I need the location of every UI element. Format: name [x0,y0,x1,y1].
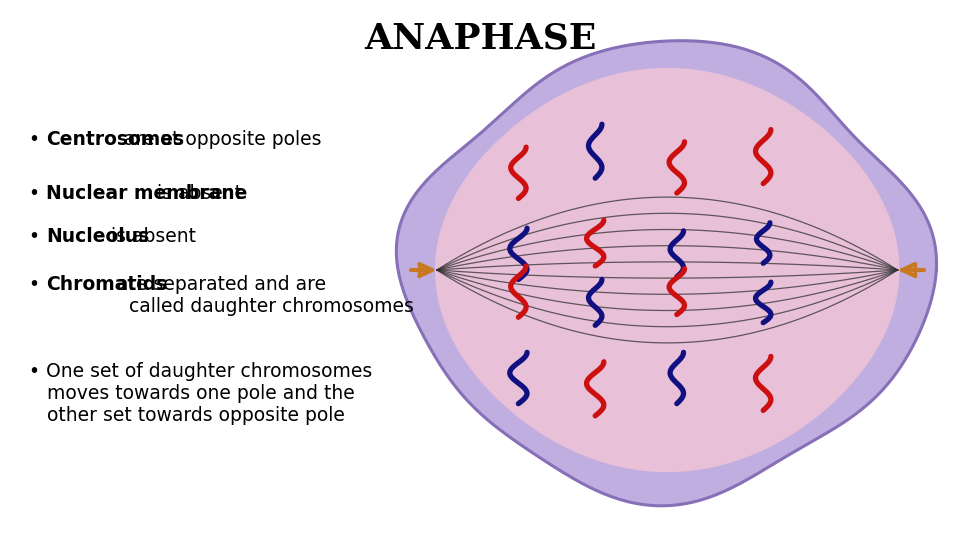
Text: Nuclear membrane: Nuclear membrane [46,184,248,202]
Text: • One set of daughter chromosomes
   moves towards one pole and the
   other set: • One set of daughter chromosomes moves … [29,362,372,425]
Text: ANAPHASE: ANAPHASE [364,22,596,56]
Text: Chromatids: Chromatids [46,275,167,294]
Polygon shape [436,69,899,471]
Text: is absent: is absent [105,227,196,246]
Text: •: • [29,130,46,148]
Text: are separated and are
   called daughter chromosomes: are separated and are called daughter ch… [111,275,414,316]
Text: Centrosomes: Centrosomes [46,130,184,148]
Polygon shape [396,40,937,506]
Text: •: • [29,184,46,202]
Text: are at opposite poles: are at opposite poles [118,130,322,148]
Text: is absent: is absent [151,184,242,202]
Text: •: • [29,275,46,294]
Text: Nucleolus: Nucleolus [46,227,150,246]
Text: •: • [29,227,46,246]
